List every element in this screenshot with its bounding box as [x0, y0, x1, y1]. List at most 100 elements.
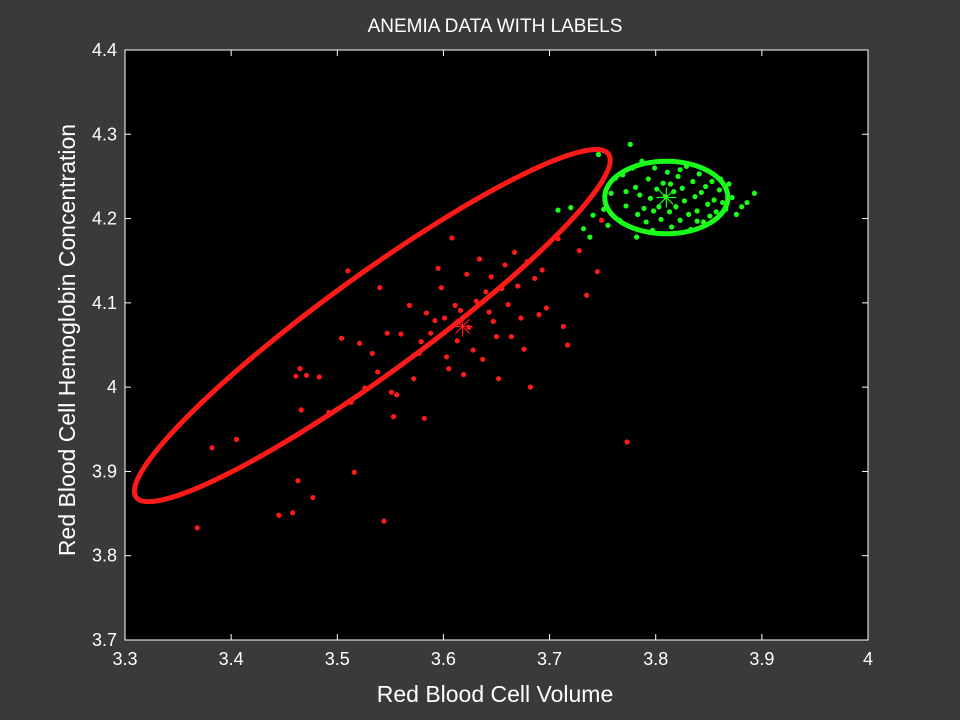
data-point: [486, 309, 492, 315]
data-point: [466, 324, 472, 330]
data-point: [667, 181, 674, 187]
data-point: [295, 478, 301, 484]
data-point: [584, 292, 590, 298]
data-point: [473, 298, 479, 304]
data-point: [694, 208, 700, 214]
data-point: [460, 371, 467, 378]
data-point: [658, 216, 664, 223]
data-point: [705, 201, 711, 207]
data-point: [675, 173, 681, 180]
data-point: [560, 323, 566, 330]
data-point: [543, 305, 549, 311]
data-point: [729, 194, 735, 201]
data-point: [490, 318, 496, 324]
data-point: [338, 335, 345, 341]
data-point: [632, 184, 639, 190]
center-marker-stroke: [658, 190, 674, 205]
data-point: [645, 176, 651, 182]
data-point: [677, 217, 683, 223]
data-point: [532, 275, 538, 282]
data-point: [518, 315, 524, 321]
data-point: [449, 235, 455, 241]
data-point: [709, 178, 715, 185]
data-point: [457, 307, 464, 314]
data-point: [521, 346, 527, 352]
y-tick-label: 3.9: [92, 461, 117, 481]
data-point: [454, 338, 460, 344]
data-point: [438, 285, 444, 291]
data-point: [496, 376, 502, 382]
data-point: [598, 217, 605, 223]
data-point: [470, 347, 476, 353]
data-point: [293, 373, 299, 379]
data-point: [713, 209, 719, 215]
data-point: [637, 192, 643, 198]
data-point: [411, 376, 417, 382]
data-point: [660, 180, 666, 186]
data-point: [502, 262, 508, 268]
data-point: [369, 350, 375, 357]
data-point: [390, 414, 397, 420]
y-tick-label: 4.4: [92, 40, 117, 60]
data-point: [707, 213, 713, 219]
data-point: [641, 205, 647, 212]
series-group: [555, 141, 758, 240]
cluster-ellipse: [131, 147, 613, 505]
data-point: [623, 203, 629, 209]
data-point: [719, 199, 726, 206]
data-point: [194, 525, 200, 531]
data-point: [539, 267, 545, 273]
data-point: [209, 445, 215, 451]
data-point: [444, 354, 450, 360]
data-point: [423, 310, 430, 316]
data-point: [608, 190, 614, 196]
data-point: [464, 271, 470, 277]
data-point: [673, 204, 679, 210]
data-point: [634, 234, 640, 240]
x-tick-label: 4: [863, 649, 873, 669]
data-point: [441, 315, 448, 321]
data-point: [298, 407, 304, 413]
data-point: [671, 189, 677, 195]
data-point: [483, 289, 489, 295]
data-point: [677, 167, 683, 173]
data-point: [686, 211, 692, 217]
data-point: [647, 195, 654, 201]
y-tick-label: 3.8: [92, 546, 117, 566]
series-group: [131, 147, 630, 531]
data-point: [565, 342, 571, 348]
center-marker-stroke: [455, 319, 470, 334]
data-point: [580, 226, 587, 232]
data-point: [703, 183, 709, 190]
data-point: [493, 333, 500, 340]
data-point: [568, 205, 574, 211]
data-point: [690, 178, 696, 185]
data-point: [377, 285, 383, 291]
data-point: [623, 189, 629, 195]
cluster-center-marker: [656, 187, 677, 208]
data-point: [233, 436, 240, 442]
data-point: [635, 211, 641, 217]
x-tick-label: 3.7: [537, 649, 562, 669]
y-tick-label: 3.7: [92, 630, 117, 650]
data-point: [351, 469, 357, 475]
data-point: [398, 331, 404, 337]
data-point: [624, 439, 630, 445]
data-point: [515, 283, 521, 289]
plot-area: [124, 49, 869, 641]
data-point: [276, 512, 282, 518]
data-point: [696, 171, 702, 177]
x-tick-label: 3.3: [112, 649, 137, 669]
y-axis-ticks: 3.7 3.8 3.9 4 4.1 4.2 4.3 4.4: [92, 40, 868, 650]
data-point: [711, 197, 717, 203]
data-point: [310, 494, 316, 501]
data-point: [316, 374, 322, 380]
data-point: [555, 207, 561, 213]
x-tick-label: 3.5: [325, 649, 350, 669]
x-tick-label: 3.9: [749, 649, 774, 669]
data-point: [480, 356, 486, 362]
data-point: [303, 372, 310, 378]
data-point: [733, 211, 739, 217]
data-point: [435, 265, 441, 271]
